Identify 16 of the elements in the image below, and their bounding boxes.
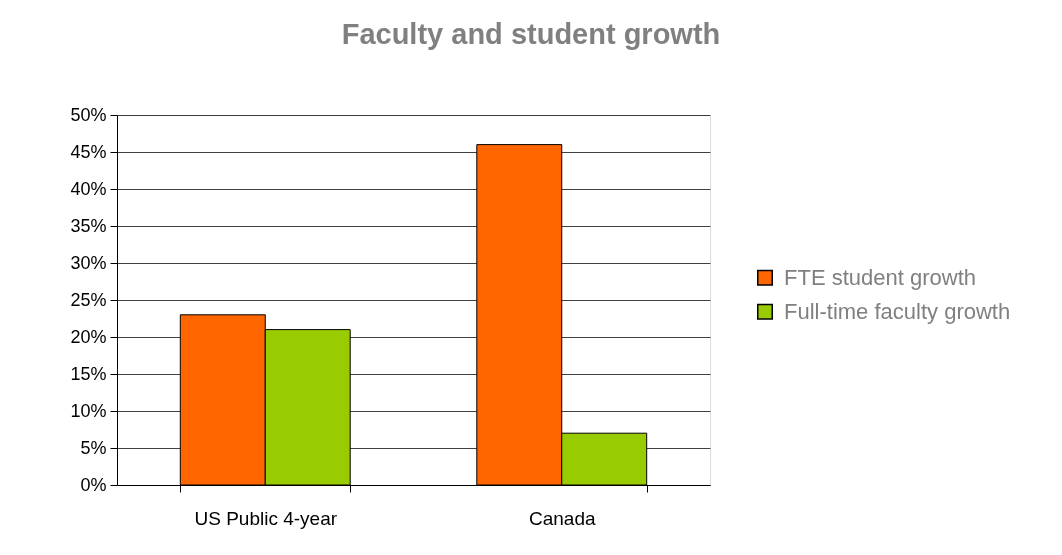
y-tick-label: 10% [70,400,107,421]
y-tick-label: 40% [70,178,107,199]
y-tick-label: 30% [70,252,107,273]
legend-label: FTE student growth [784,264,976,290]
chart-title: Faculty and student growth [341,18,721,50]
x-tick-label: Canada [528,507,596,529]
y-tick-label: 0% [80,474,107,495]
y-tick-label: 25% [70,289,107,310]
legend-label: Full-time faculty growth [784,298,1011,324]
y-tick-label: 45% [70,141,107,162]
y-tick-label: 50% [70,104,107,125]
y-tick-label: 35% [70,215,107,236]
x-tick-label: US Public 4-year [194,507,338,529]
y-tick-label: 20% [70,326,107,347]
y-tick-label: 5% [80,437,107,458]
y-tick-label: 15% [70,363,107,384]
